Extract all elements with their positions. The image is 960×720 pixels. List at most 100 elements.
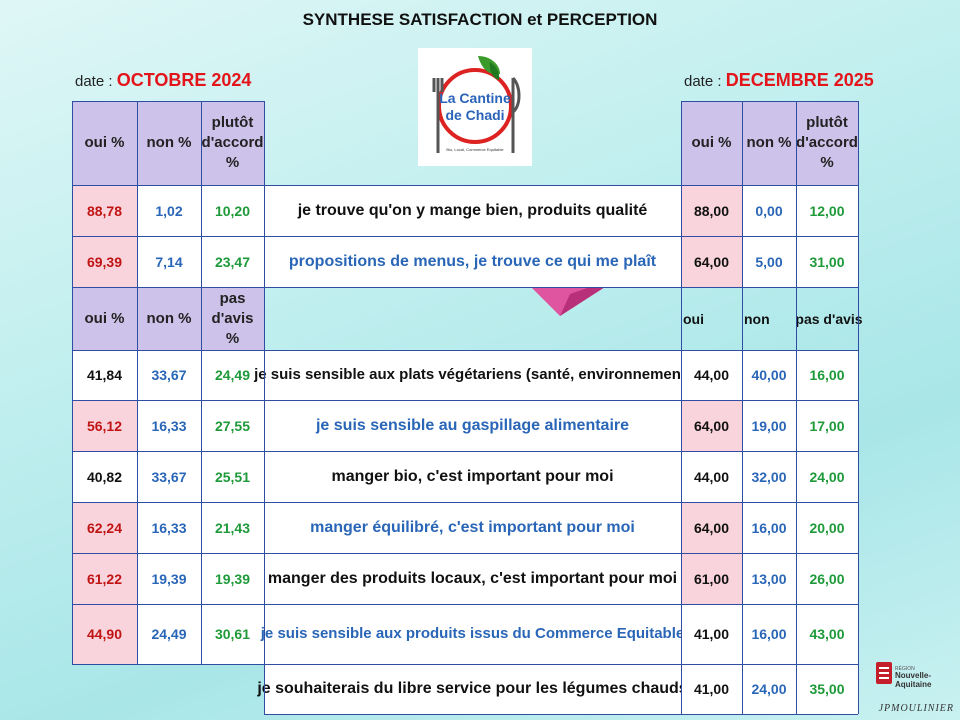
- cell-oui-right: 41,00: [681, 664, 742, 714]
- cantine-logo: La Cantine de Chadi Bio, Local, Commerce…: [418, 48, 532, 166]
- grid-line: [72, 400, 858, 401]
- cell-non-right: 24,00: [742, 664, 796, 714]
- question-text: manger bio, c'est important pour moi: [264, 451, 681, 502]
- cell-non-left: 16,33: [137, 400, 201, 451]
- header2-non-left: non %: [137, 287, 201, 350]
- grid-line: [264, 101, 265, 664]
- region-small: RÉGION: [895, 665, 915, 672]
- header2-oui-right: oui: [683, 310, 704, 327]
- header-oui-left: oui %: [72, 101, 137, 185]
- left-date-prefix: date :: [75, 73, 117, 90]
- grid-line: [72, 101, 73, 664]
- cell-oui-left: 41,84: [72, 350, 137, 400]
- grid-line: [681, 101, 858, 102]
- logo-subtitle: Bio, Local, Commerce Equitable: [446, 147, 504, 152]
- grid-line: [72, 236, 858, 237]
- cell-oui-left: 69,39: [72, 236, 137, 287]
- cell-non-right: 32,00: [742, 451, 796, 502]
- page-title: SYNTHESE SATISFACTION et PERCEPTION: [302, 10, 658, 29]
- grid-line: [72, 604, 858, 605]
- header-non-left: non %: [137, 101, 201, 185]
- grid-line: [681, 101, 682, 714]
- question-text: je souhaiterais du libre service pour le…: [257, 664, 688, 714]
- grid-line: [264, 664, 265, 714]
- right-date-prefix: date :: [684, 73, 726, 90]
- cell-third-right: 43,00: [796, 604, 858, 664]
- question-text: je suis sensible au gaspillage alimentai…: [264, 400, 681, 451]
- grid-line: [72, 502, 858, 503]
- cell-oui-right: 64,00: [681, 502, 742, 553]
- region-line1: Nouvelle-: [895, 671, 931, 680]
- cell-third-left: 24,49: [201, 350, 264, 400]
- cell-oui-right: 64,00: [681, 236, 742, 287]
- cell-oui-right: 44,00: [681, 451, 742, 502]
- grid-line: [72, 101, 264, 102]
- cell-third-right: 26,00: [796, 553, 858, 604]
- grid-line: [264, 714, 858, 715]
- header-accord-left: plutôt d'accord %: [201, 101, 264, 185]
- cell-non-left: 19,39: [137, 553, 201, 604]
- grid-line: [72, 287, 858, 288]
- cell-third-right: 17,00: [796, 400, 858, 451]
- cell-third-right: 20,00: [796, 502, 858, 553]
- logo-line2: de Chadi: [445, 107, 504, 123]
- header-oui-right: oui %: [681, 101, 742, 185]
- grid-line: [796, 101, 797, 714]
- cell-third-left: 30,61: [201, 604, 264, 664]
- grid-line: [742, 101, 743, 714]
- cell-non-right: 40,00: [742, 350, 796, 400]
- header2-avis-right: pas d'avis: [795, 310, 863, 327]
- grid-line: [137, 101, 138, 664]
- cell-third-left: 21,43: [201, 502, 264, 553]
- grid-line: [858, 101, 859, 714]
- left-date: date : OCTOBRE 2024: [75, 70, 251, 91]
- cell-non-right: 16,00: [742, 502, 796, 553]
- question-text: propositions de menus, je trouve ce qui …: [264, 236, 681, 287]
- cell-oui-right: 61,00: [681, 553, 742, 604]
- cell-non-right: 16,00: [742, 604, 796, 664]
- cell-oui-right: 41,00: [681, 604, 742, 664]
- cell-non-left: 24,49: [137, 604, 201, 664]
- cell-oui-right: 44,00: [681, 350, 742, 400]
- question-text: je trouve qu'on y mange bien, produits q…: [264, 185, 681, 236]
- cell-oui-right: 64,00: [681, 400, 742, 451]
- cell-non-right: 5,00: [742, 236, 796, 287]
- cell-oui-left: 44,90: [72, 604, 137, 664]
- question-text: manger des produits locaux, c'est import…: [264, 553, 681, 604]
- cell-third-left: 25,51: [201, 451, 264, 502]
- cantine-logo-graphic: La Cantine de Chadi Bio, Local, Commerce…: [432, 56, 521, 153]
- cell-oui-left: 62,24: [72, 502, 137, 553]
- cell-non-left: 33,67: [137, 451, 201, 502]
- cell-third-right: 31,00: [796, 236, 858, 287]
- cell-third-left: 19,39: [201, 553, 264, 604]
- cell-third-right: 24,00: [796, 451, 858, 502]
- cell-oui-left: 40,82: [72, 451, 137, 502]
- cell-non-left: 7,14: [137, 236, 201, 287]
- author-signature: JPMOULINIER: [878, 703, 954, 714]
- cell-non-left: 16,33: [137, 502, 201, 553]
- header2-avis-left: pas d'avis %: [201, 287, 264, 350]
- right-date: date : DECEMBRE 2025: [684, 70, 874, 91]
- region-logo-graphic: RÉGION Nouvelle- Aquitaine: [876, 662, 932, 689]
- header2-non-right: non: [744, 310, 770, 327]
- grid-line: [72, 664, 858, 665]
- logo-line1: La Cantine: [439, 90, 511, 106]
- right-date-value: DECEMBRE 2025: [725, 70, 874, 90]
- cell-non-right: 0,00: [742, 185, 796, 236]
- cell-third-right: 35,00: [796, 664, 858, 714]
- cell-oui-left: 56,12: [72, 400, 137, 451]
- cell-third-right: 16,00: [796, 350, 858, 400]
- cell-third-right: 12,00: [796, 185, 858, 236]
- cell-oui-left: 61,22: [72, 553, 137, 604]
- left-date-value: OCTOBRE 2024: [116, 70, 252, 90]
- region-line2: Aquitaine: [895, 680, 932, 689]
- cell-third-left: 23,47: [201, 236, 264, 287]
- question-text: manger équilibré, c'est important pour m…: [264, 502, 681, 553]
- question-text: je suis sensible aux produits issus du C…: [261, 604, 684, 664]
- cell-oui-right: 88,00: [681, 185, 742, 236]
- question-text: je suis sensible aux plats végétariens (…: [254, 350, 691, 400]
- cell-oui-left: 88,78: [72, 185, 137, 236]
- cell-non-right: 19,00: [742, 400, 796, 451]
- grid-line: [72, 350, 858, 351]
- cell-non-left: 1,02: [137, 185, 201, 236]
